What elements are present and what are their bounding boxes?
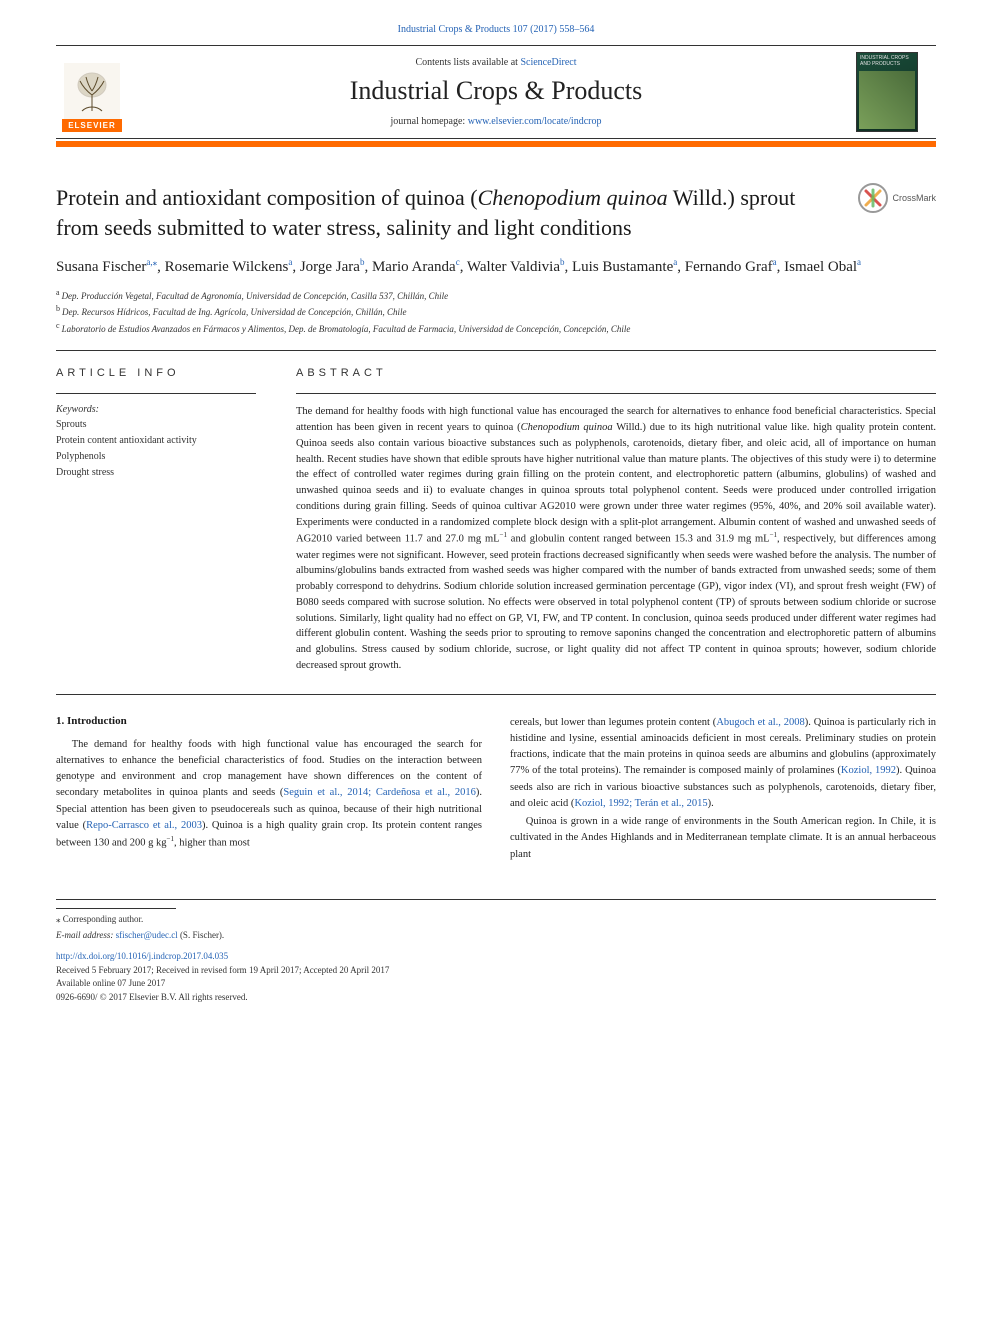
cover-image	[859, 71, 915, 129]
authors: Susana Fischera,⁎, Rosemarie Wilckensa, …	[56, 256, 936, 279]
elsevier-logo[interactable]: ELSEVIER	[56, 52, 136, 132]
article-title: Protein and antioxidant composition of q…	[56, 183, 842, 242]
author: Ismael Obal	[784, 259, 857, 275]
crossmark-badge[interactable]: CrossMark	[858, 183, 936, 213]
online-line: Available online 07 June 2017	[56, 977, 936, 991]
keyword: Polyphenols	[56, 449, 256, 465]
email-line: E-mail address: sfischer@udec.cl (S. Fis…	[56, 929, 936, 943]
ref-link[interactable]: Seguin et al., 2014; Cardeñosa et al., 2…	[283, 787, 475, 798]
email-link[interactable]: sfischer@udec.cl	[116, 930, 178, 940]
affiliation: a Dep. Producción Vegetal, Facultad de A…	[56, 287, 936, 304]
copyright-line: 0926-6690/ © 2017 Elsevier B.V. All righ…	[56, 991, 936, 1005]
keyword: Drought stress	[56, 465, 256, 481]
title-pre: Protein and antioxidant composition of q…	[56, 185, 478, 210]
elsevier-tree-icon	[64, 63, 120, 119]
masthead: ELSEVIER Contents lists available at Sci…	[56, 45, 936, 139]
column-right: cereals, but lower than legumes protein …	[510, 715, 936, 865]
author-affil-sup[interactable]: a	[288, 257, 292, 267]
ref-link[interactable]: Abugoch et al., 2008	[716, 717, 804, 728]
ref-link[interactable]: Repo-Carrasco et al., 2003	[86, 820, 202, 831]
intro-para-2: cereals, but lower than legumes protein …	[510, 715, 936, 863]
ref-link[interactable]: Koziol, 1992; Terán et al., 2015	[574, 798, 707, 809]
author-affil-sup[interactable]: c	[456, 257, 460, 267]
footer: ⁎ Corresponding author. E-mail address: …	[56, 899, 936, 1004]
contents-pre: Contents lists available at	[415, 57, 520, 68]
homepage-link[interactable]: www.elsevier.com/locate/indcrop	[468, 116, 602, 127]
author-affil-sup[interactable]: a	[673, 257, 677, 267]
corresponding-author: ⁎ Corresponding author.	[56, 913, 936, 927]
article-info: ARTICLE INFO Keywords: SproutsProtein co…	[56, 367, 256, 673]
author-affil-sup[interactable]: b	[360, 257, 365, 267]
author-affil-sup[interactable]: a,⁎	[146, 257, 157, 267]
received-line: Received 5 February 2017; Received in re…	[56, 964, 936, 978]
affiliation: b Dep. Recursos Hídricos, Facultad de In…	[56, 303, 936, 320]
orange-bar	[56, 141, 936, 147]
top-citation[interactable]: Industrial Crops & Products 107 (2017) 5…	[56, 24, 936, 35]
author-affil-sup[interactable]: a	[773, 257, 777, 267]
author: Luis Bustamante	[572, 259, 673, 275]
journal-title: Industrial Crops & Products	[136, 76, 856, 106]
homepage-line: journal homepage: www.elsevier.com/locat…	[136, 116, 856, 127]
abstract-text: The demand for healthy foods with high f…	[296, 404, 936, 673]
article-info-heading: ARTICLE INFO	[56, 367, 256, 379]
sciencedirect-link[interactable]: ScienceDirect	[520, 57, 576, 68]
author: Susana Fischer	[56, 259, 146, 275]
email-paren: (S. Fischer).	[178, 930, 225, 940]
author: Jorge Jara	[300, 259, 360, 275]
keyword: Sprouts	[56, 417, 256, 433]
elsevier-wordmark: ELSEVIER	[62, 119, 122, 132]
author-affil-sup[interactable]: a	[857, 257, 861, 267]
crossmark-label: CrossMark	[892, 193, 936, 203]
author: Rosemarie Wilckens	[165, 259, 289, 275]
doi-link[interactable]: http://dx.doi.org/10.1016/j.indcrop.2017…	[56, 951, 228, 961]
affiliations: a Dep. Producción Vegetal, Facultad de A…	[56, 287, 936, 337]
ref-link[interactable]: Koziol, 1992	[841, 765, 896, 776]
column-left: 1. Introduction The demand for healthy f…	[56, 715, 482, 865]
homepage-pre: journal homepage:	[391, 116, 468, 127]
author: Walter Valdivia	[467, 259, 560, 275]
intro-heading: 1. Introduction	[56, 715, 482, 727]
author: Mario Aranda	[372, 259, 456, 275]
keywords-label: Keywords:	[56, 404, 256, 415]
cover-title-text: INDUSTRIAL CROPS AND PRODUCTS	[857, 53, 917, 69]
abstract-heading: ABSTRACT	[296, 367, 936, 379]
abstract: ABSTRACT The demand for healthy foods wi…	[296, 367, 936, 673]
journal-cover[interactable]: INDUSTRIAL CROPS AND PRODUCTS	[856, 52, 936, 132]
author-affil-sup[interactable]: b	[560, 257, 565, 267]
author: Fernando Graf	[685, 259, 773, 275]
keywords-list: SproutsProtein content antioxidant activ…	[56, 417, 256, 481]
title-italic: Chenopodium quinoa	[478, 185, 668, 210]
crossmark-icon	[858, 183, 888, 213]
contents-line: Contents lists available at ScienceDirec…	[136, 57, 856, 68]
intro-para-1: The demand for healthy foods with high f…	[56, 737, 482, 852]
email-label: E-mail address:	[56, 930, 116, 940]
keyword: Protein content antioxidant activity	[56, 433, 256, 449]
affiliation: c Laboratorio de Estudios Avanzados en F…	[56, 320, 936, 337]
